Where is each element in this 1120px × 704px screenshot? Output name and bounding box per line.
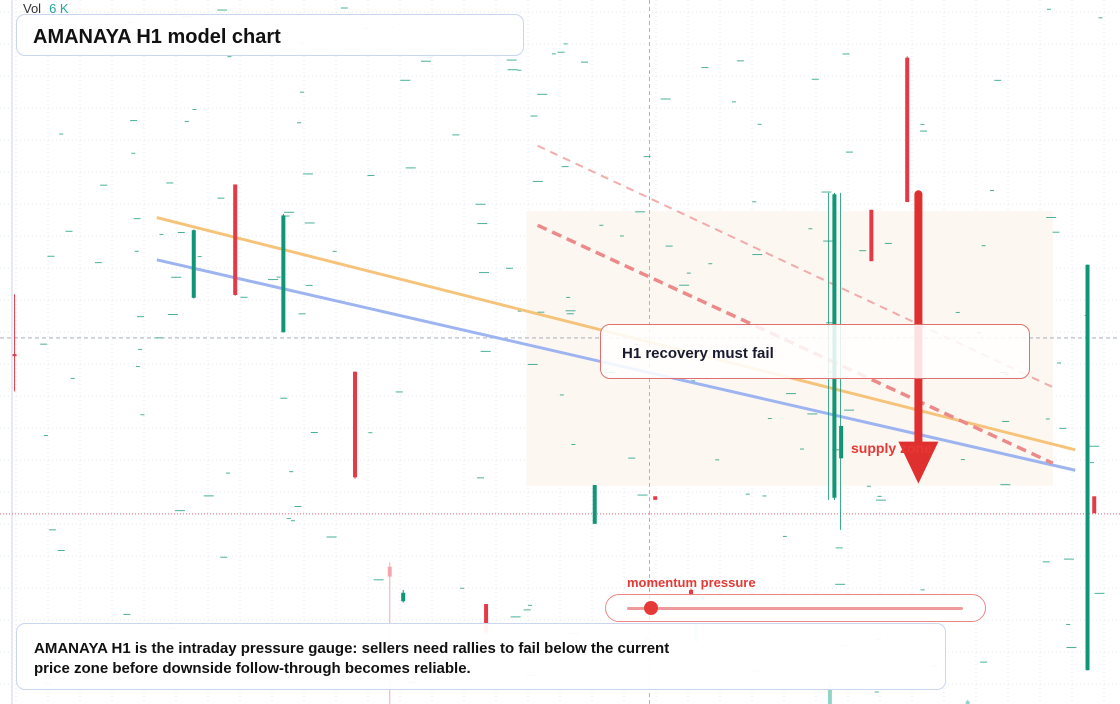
note-text: AMANAYA H1 is the intraday pressure gaug… [34,640,670,677]
candle-body [653,496,658,500]
candle [401,589,406,603]
momentum-gauge[interactable] [605,594,986,622]
candle-body [191,230,196,298]
candle [839,425,844,459]
candle [653,496,658,500]
candle [965,699,970,704]
candle-body [905,57,910,203]
momentum-knob[interactable] [643,601,658,615]
lower-channel-trendline [536,223,1054,465]
candle [281,214,286,333]
candle-body [401,592,406,602]
chart-title: AMANAYA H1 model chart [33,26,281,48]
candle-body [689,589,694,595]
note-panel: AMANAYA H1 is the intraday pressure gaug… [16,623,946,690]
candle-body [233,184,238,295]
candle-body [965,701,970,704]
candle-body [827,684,832,704]
candle-body [1092,496,1097,514]
supply-zone-label: supply zone [851,440,932,456]
candle [233,184,238,296]
candle [353,371,358,479]
candle [191,229,196,299]
candle-body [12,354,17,357]
momentum-label: momentum pressure [627,575,756,590]
candle-body [353,371,358,478]
candle-body [1085,264,1090,671]
candle [592,485,597,524]
volume-value: 6 K [49,1,69,16]
chart-title-panel: AMANAYA H1 model chart [16,14,524,56]
candle [1092,496,1097,514]
momentum-track [627,607,963,610]
candle [869,209,874,262]
recovery-callout[interactable]: H1 recovery must fail [600,324,1030,379]
overlay-layer [898,190,939,484]
candle-body [387,566,392,577]
candle [905,56,910,203]
candle-body [592,485,597,524]
candle-body [484,604,489,633]
upper-channel-trendline [537,144,1054,389]
candle [1085,264,1090,671]
candle [12,294,17,392]
candle-body [869,209,874,262]
volume-label: Vol [23,1,42,16]
volume-readout: Vol 6 K [23,1,69,16]
candle-body [281,215,286,333]
recovery-callout-text: H1 recovery must fail [622,345,774,362]
candle-body [839,425,844,459]
down-arrow-head [898,441,939,484]
